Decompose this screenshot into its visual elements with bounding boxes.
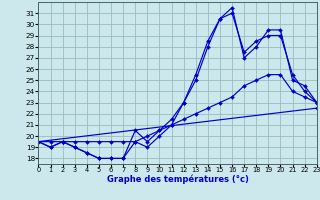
X-axis label: Graphe des températures (°c): Graphe des températures (°c)	[107, 175, 249, 184]
